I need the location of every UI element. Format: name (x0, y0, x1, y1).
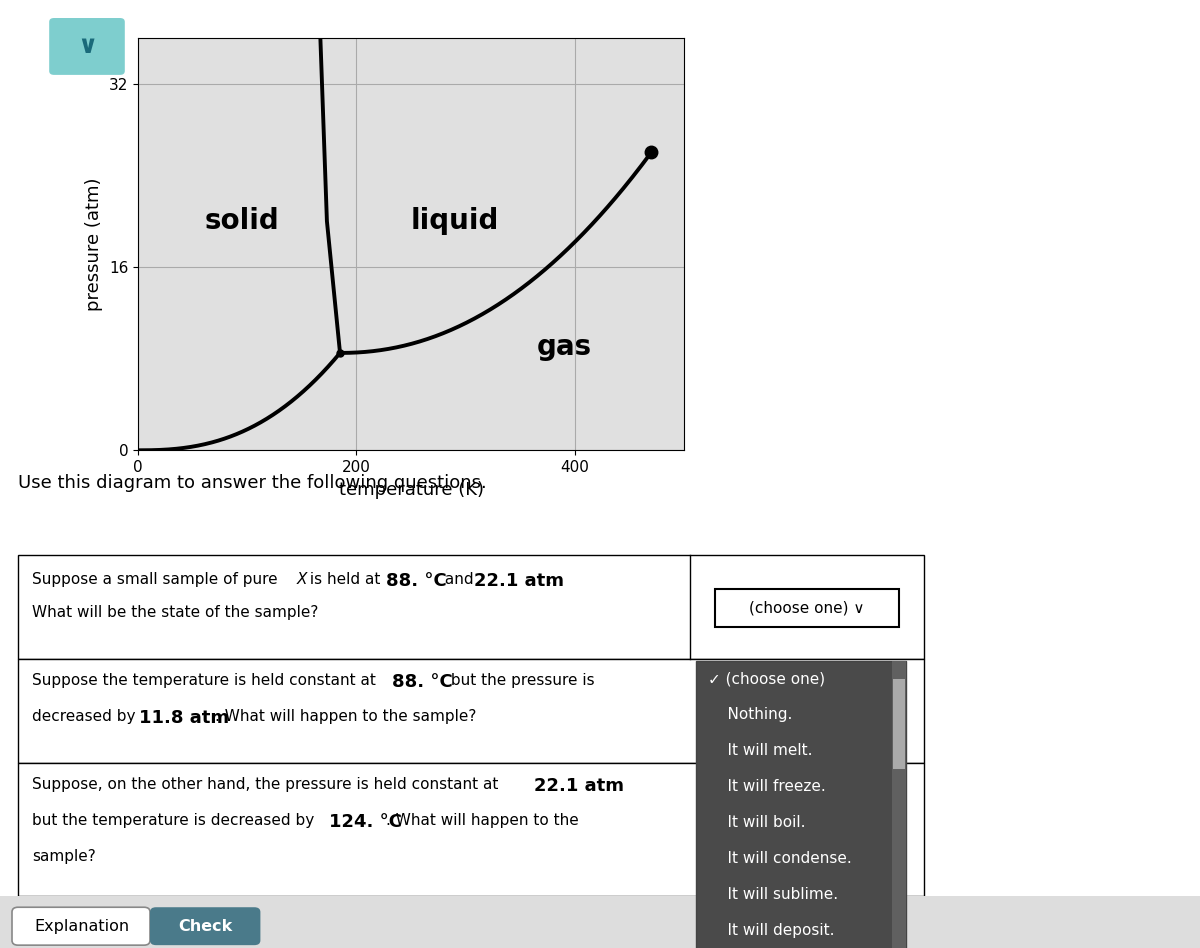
Text: (choose one) ∨: (choose one) ∨ (749, 600, 865, 615)
Text: Use this diagram to answer the following questions.: Use this diagram to answer the following… (18, 474, 487, 492)
Text: 22.1 atm: 22.1 atm (534, 777, 624, 795)
Text: 11.8 atm: 11.8 atm (139, 709, 229, 727)
Text: ✓ (choose one): ✓ (choose one) (708, 671, 826, 686)
Text: 88. °C: 88. °C (386, 572, 448, 590)
Text: It will condense.: It will condense. (708, 851, 852, 866)
Text: It will deposit.: It will deposit. (708, 923, 834, 939)
Text: .: . (546, 572, 551, 587)
Text: . What will happen to the sample?: . What will happen to the sample? (215, 709, 476, 724)
Text: Explanation: Explanation (34, 919, 130, 934)
Text: and: and (440, 572, 479, 587)
Text: but the temperature is decreased by: but the temperature is decreased by (32, 813, 319, 829)
Text: Suppose a small sample of pure: Suppose a small sample of pure (32, 572, 283, 587)
Text: is held at: is held at (305, 572, 385, 587)
Text: 88. °C: 88. °C (392, 673, 454, 691)
Text: but the pressure is: but the pressure is (446, 673, 595, 688)
Text: Suppose the temperature is held constant at: Suppose the temperature is held constant… (32, 673, 382, 688)
Text: liquid: liquid (410, 208, 499, 235)
Text: 22.1 atm: 22.1 atm (474, 572, 564, 590)
Text: It will sublime.: It will sublime. (708, 887, 838, 902)
Text: Check: Check (178, 919, 233, 934)
Text: 124. °C: 124. °C (329, 813, 402, 831)
Text: X: X (296, 572, 307, 587)
Text: It will freeze.: It will freeze. (708, 779, 826, 794)
X-axis label: temperature (K): temperature (K) (338, 481, 484, 499)
Text: sample?: sample? (32, 849, 96, 865)
Text: It will boil.: It will boil. (708, 815, 805, 830)
Text: Suppose, on the other hand, the pressure is held constant at: Suppose, on the other hand, the pressure… (32, 777, 504, 793)
Text: ∨: ∨ (78, 34, 97, 59)
Text: What will be the state of the sample?: What will be the state of the sample? (32, 605, 319, 620)
Text: gas: gas (536, 333, 592, 361)
Y-axis label: pressure (atm): pressure (atm) (85, 177, 103, 311)
Text: solid: solid (204, 208, 280, 235)
Text: Nothing.: Nothing. (708, 707, 792, 722)
Text: decreased by: decreased by (32, 709, 140, 724)
Text: . What will happen to the: . What will happen to the (386, 813, 580, 829)
Text: It will melt.: It will melt. (708, 743, 812, 758)
